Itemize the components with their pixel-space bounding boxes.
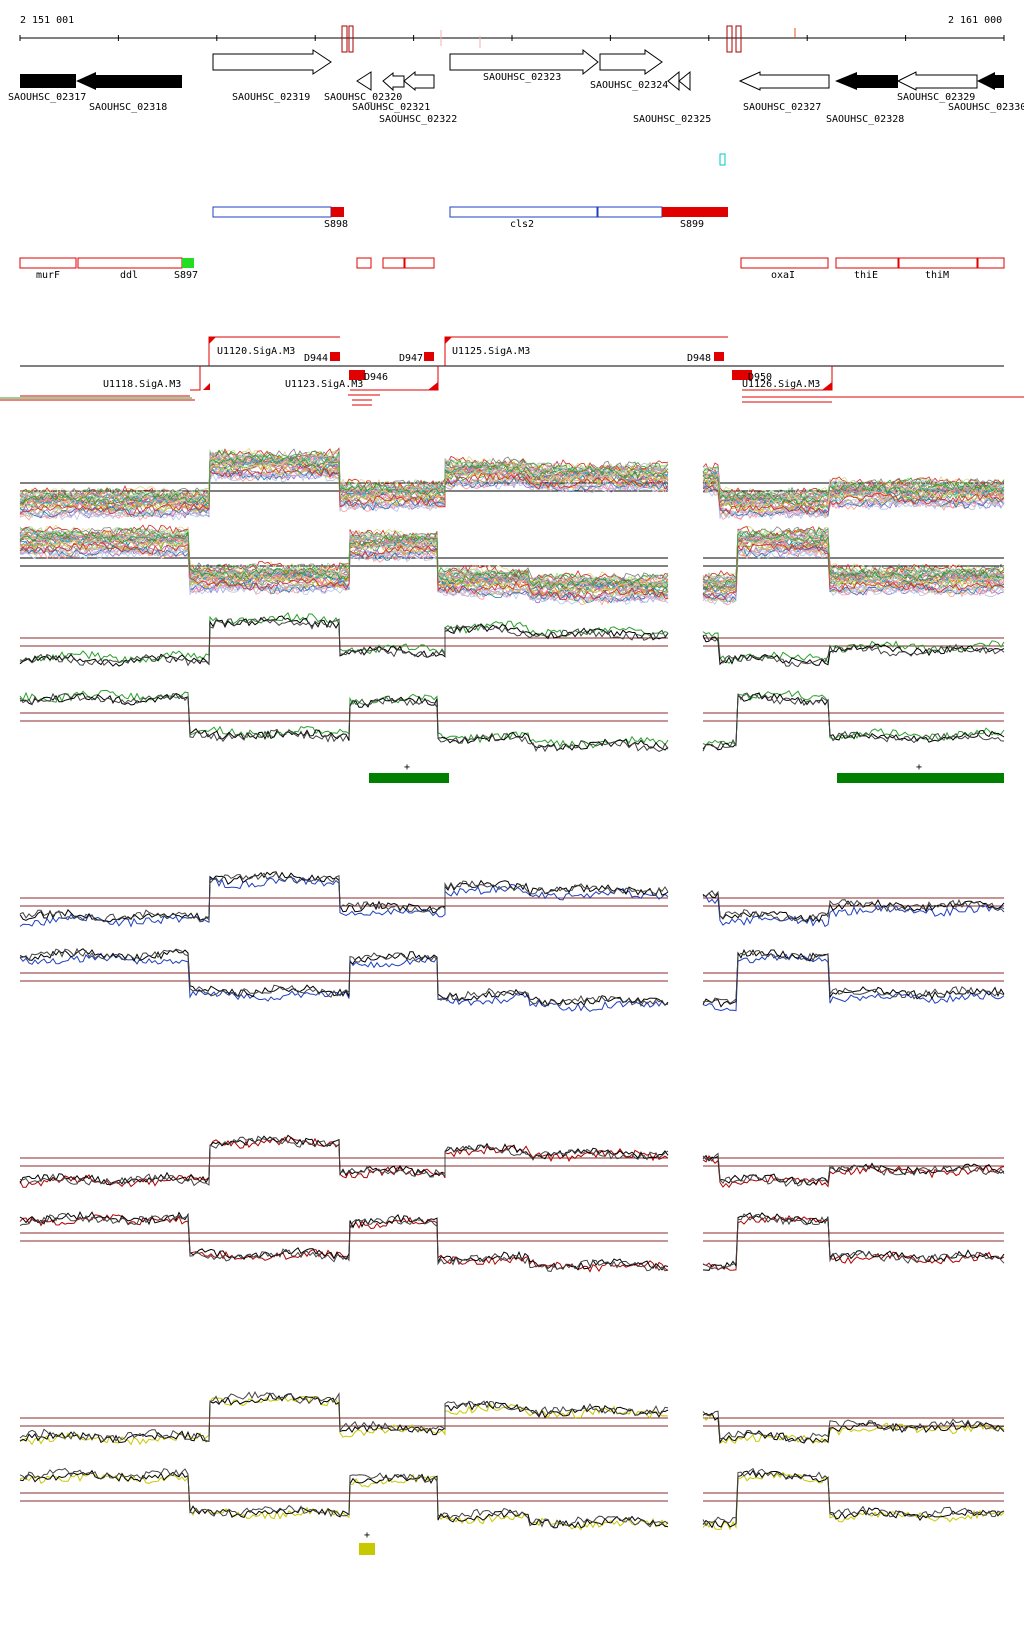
svg-text:SAOUHSC_02327: SAOUHSC_02327 xyxy=(743,102,821,113)
svg-text:SAOUHSC_02328: SAOUHSC_02328 xyxy=(826,114,904,125)
tss-u1120: U1120.SigA.M3 xyxy=(217,346,295,357)
segment-label-s898: S898 xyxy=(324,219,348,230)
svg-text:SAOUHSC_02322: SAOUHSC_02322 xyxy=(379,114,457,125)
segment-label-cls2: cls2 xyxy=(510,219,534,230)
gene-saouhsc-02317[interactable]: SAOUHSC_02317 xyxy=(8,74,86,103)
condition-markers: + + + xyxy=(359,762,1004,1555)
marker-plus-2: + xyxy=(916,762,922,773)
tss-u1125: U1125.SigA.M3 xyxy=(452,346,530,357)
tss-d946: D946 xyxy=(364,372,388,383)
gene-label-oxai: oxaI xyxy=(771,270,795,281)
tss-d950: D950 xyxy=(748,372,772,383)
tss-d947: D947 xyxy=(399,353,423,364)
gene-label-murf: murF xyxy=(36,270,60,281)
gene-saouhsc-02320[interactable]: SAOUHSC_02320 xyxy=(324,71,402,103)
gene-saouhsc-02328[interactable]: SAOUHSC_02328 xyxy=(826,72,904,125)
svg-text:SAOUHSC_02324: SAOUHSC_02324 xyxy=(590,80,668,91)
svg-text:SAOUHSC_02319: SAOUHSC_02319 xyxy=(232,92,310,103)
svg-text:SAOUHSC_02317: SAOUHSC_02317 xyxy=(8,92,86,103)
svg-text:SAOUHSC_02325: SAOUHSC_02325 xyxy=(633,114,711,125)
axis-start-label: 2 151 001 xyxy=(20,15,74,26)
gene-saouhsc-02318[interactable]: SAOUHSC_02318 xyxy=(76,72,182,113)
gene-saouhsc-02319[interactable]: SAOUHSC_02319 xyxy=(212,49,332,103)
gene-saouhsc-02327[interactable]: SAOUHSC_02327 xyxy=(738,71,830,113)
svg-text:SAOUHSC_02329: SAOUHSC_02329 xyxy=(897,92,975,103)
gene-saouhsc-02324[interactable]: SAOUHSC_02324 xyxy=(590,49,668,91)
tss-u1126: U1126.SigA.M3 xyxy=(742,379,820,390)
gene-saouhsc-02323[interactable]: SAOUHSC_02323 xyxy=(449,48,599,83)
blue-segment-track: S898 cls2 S899 xyxy=(212,206,728,230)
segment-label-s899: S899 xyxy=(680,219,704,230)
svg-text:SAOUHSC_02323: SAOUHSC_02323 xyxy=(483,72,561,83)
gene-track: SAOUHSC_02317 SAOUHSC_02318 SAOUHSC_0231… xyxy=(8,48,1024,125)
expression-panels xyxy=(19,447,1005,1531)
red-gene-track: murF ddl S897 oxaI thiE thiM xyxy=(19,257,1005,281)
cyan-marker xyxy=(719,153,726,166)
tss-u1123: U1123.SigA.M3 xyxy=(285,379,363,390)
coordinate-axis: 2 151 001 2 161 000 xyxy=(19,15,1005,53)
tss-d944: D944 xyxy=(304,353,328,364)
gene-saouhsc-02325[interactable]: SAOUHSC_02325 xyxy=(633,70,711,125)
marker-plus-1: + xyxy=(404,762,410,773)
gene-label-thie: thiE xyxy=(854,270,878,281)
gene-saouhsc-02329[interactable]: SAOUHSC_02329 xyxy=(896,71,978,103)
svg-text:SAOUHSC_02321: SAOUHSC_02321 xyxy=(352,102,430,113)
svg-text:SAOUHSC_02330: SAOUHSC_02330 xyxy=(948,102,1024,113)
gene-label-ddl: ddl xyxy=(120,270,138,281)
gene-label-thim: thiM xyxy=(925,270,949,281)
gene-label-s897: S897 xyxy=(174,270,198,281)
svg-text:SAOUHSC_02320: SAOUHSC_02320 xyxy=(324,92,402,103)
marker-plus-3: + xyxy=(364,1530,370,1541)
transcript-track: U1120.SigA.M3 D944 D947 U1125.SigA.M3 D9… xyxy=(0,336,1024,406)
gene-saouhsc-02330[interactable]: SAOUHSC_02330 xyxy=(948,72,1024,113)
tss-u1118: U1118.SigA.M3 xyxy=(103,379,181,390)
tss-d948: D948 xyxy=(687,353,711,364)
svg-text:SAOUHSC_02318: SAOUHSC_02318 xyxy=(89,102,167,113)
axis-end-label: 2 161 000 xyxy=(948,15,1002,26)
gene-saouhsc-02322[interactable]: SAOUHSC_02322 xyxy=(379,70,457,125)
